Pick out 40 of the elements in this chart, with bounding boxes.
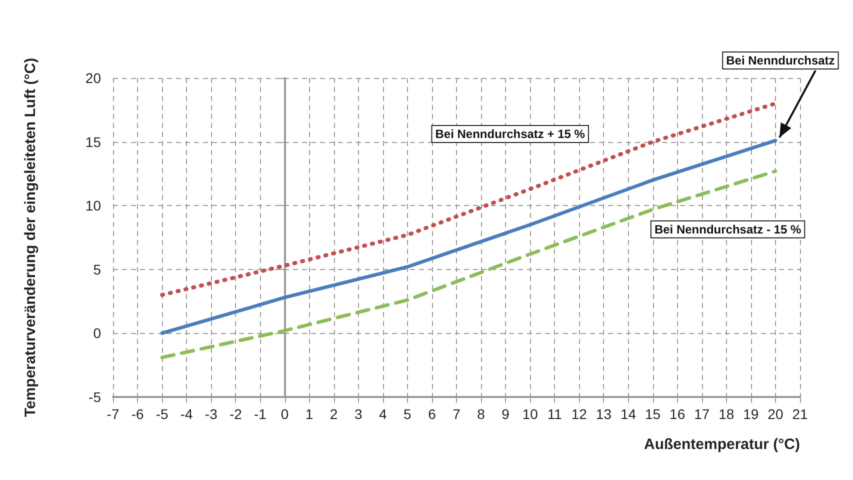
x-tick-label: 19 xyxy=(743,406,759,422)
x-tick-label: 14 xyxy=(620,406,636,422)
x-tick-label: 13 xyxy=(596,406,612,422)
x-tick-label: 12 xyxy=(571,406,588,422)
x-tick-label: 18 xyxy=(718,406,734,422)
x-tick-label: 5 xyxy=(404,406,412,422)
x-tick-label: -2 xyxy=(229,406,242,422)
x-tick-label: -6 xyxy=(131,406,144,422)
x-tick-label: 1 xyxy=(305,406,314,422)
x-tick-label: 11 xyxy=(547,406,562,422)
x-tick-label: 8 xyxy=(477,406,486,422)
x-tick-label: 4 xyxy=(378,406,387,422)
y-tick-label: 15 xyxy=(85,134,102,150)
x-tick-label: -7 xyxy=(106,406,120,422)
x-tick-label: 20 xyxy=(768,406,784,422)
x-tick-label: 17 xyxy=(694,406,710,422)
series-label: Bei Nenndurchsatz - 15 % xyxy=(654,222,802,236)
x-tick-label: 3 xyxy=(354,406,362,422)
text: Bei Nenndurchsatz + 15 % xyxy=(435,127,586,142)
x-tick-label: 2 xyxy=(330,406,338,422)
y-tick-label: 0 xyxy=(93,325,102,342)
x-tick-label: -1 xyxy=(254,406,267,422)
text: Bei Nenndurchsatz xyxy=(726,54,835,68)
x-tick-label: 10 xyxy=(522,406,538,422)
x-tick-label: 0 xyxy=(280,406,289,422)
x-tick-label: -4 xyxy=(180,406,194,422)
x-axis-title: Außentemperatur (°C) xyxy=(644,436,800,453)
x-tick-label: -5 xyxy=(156,406,169,422)
y-tick-label: 10 xyxy=(85,198,102,214)
y-tick-label: -5 xyxy=(88,389,102,405)
x-tick-label: 7 xyxy=(452,406,461,422)
y-axis-title: Temperaturveränderung der eingeleiteten Luft (°C) xyxy=(22,58,39,418)
x-tick-label: 15 xyxy=(644,406,661,422)
x-tick-label: 16 xyxy=(670,406,686,422)
x-tick-label: -3 xyxy=(204,406,218,422)
y-tick-label: 5 xyxy=(93,261,102,278)
x-tick-label: 21 xyxy=(792,406,808,422)
x-tick-label: 9 xyxy=(502,406,510,422)
x-tick-label: 6 xyxy=(428,406,436,422)
y-tick-label: 20 xyxy=(85,70,102,86)
